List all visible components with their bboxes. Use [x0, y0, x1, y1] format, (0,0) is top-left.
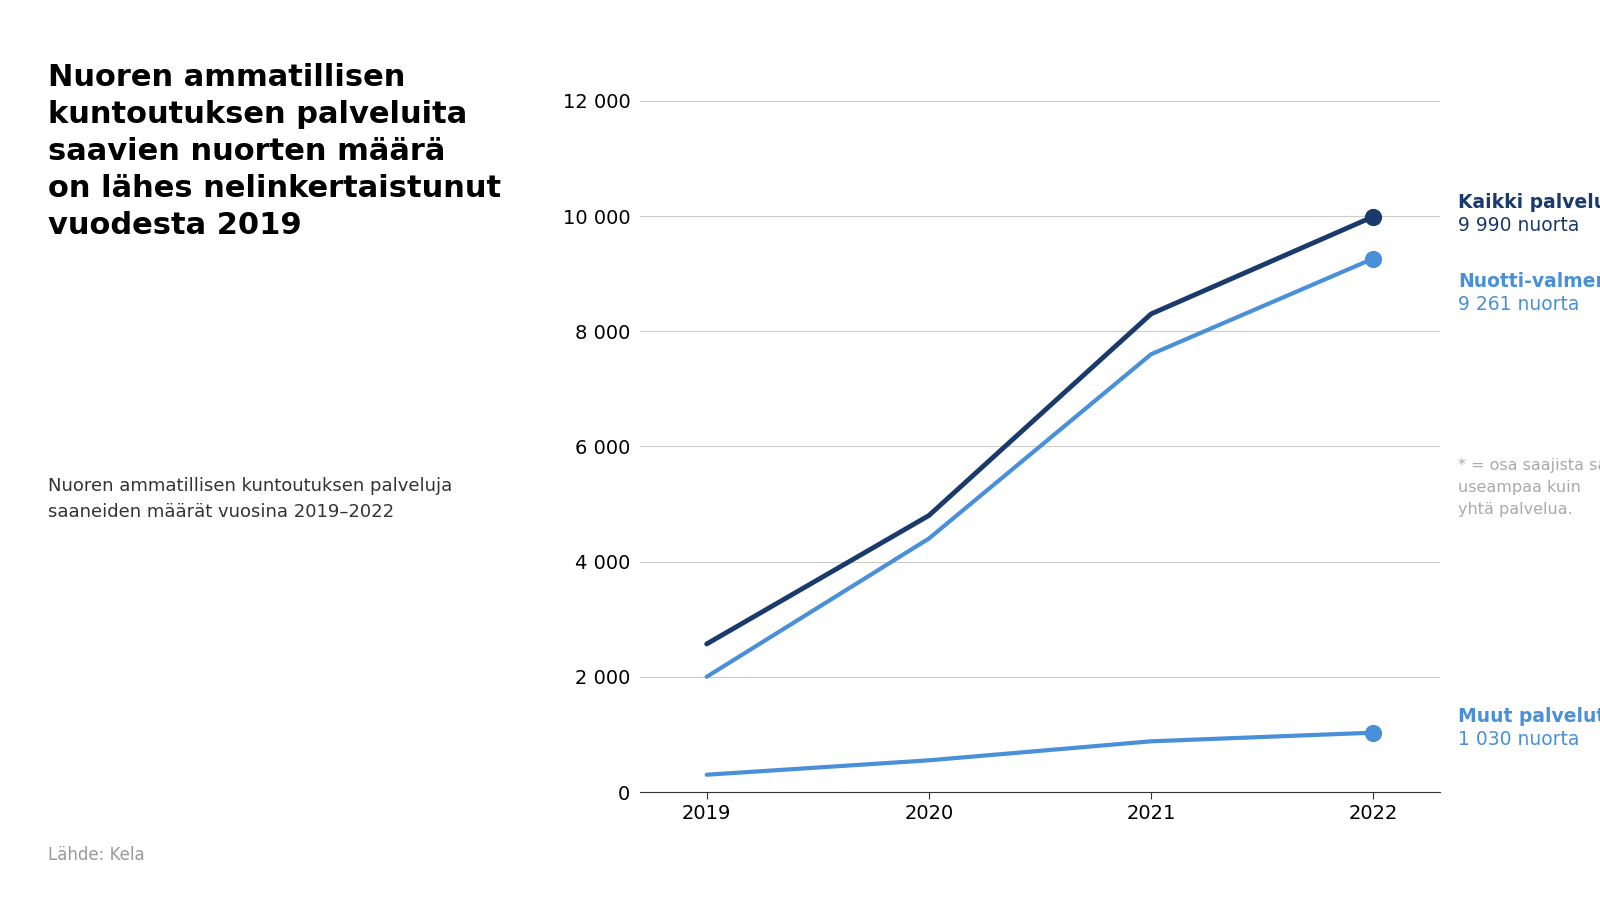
Text: Muut palvelut: Muut palvelut: [1458, 707, 1600, 726]
Text: Lähde: Kela: Lähde: Kela: [48, 846, 144, 864]
Text: Nuoren ammatillisen kuntoutuksen palveluja
saaneiden määrät vuosina 2019–2022: Nuoren ammatillisen kuntoutuksen palvelu…: [48, 477, 453, 521]
Text: Nuotti-valmennus: Nuotti-valmennus: [1458, 272, 1600, 291]
Text: Nuoren ammatillisen
kuntoutuksen palveluita
saavien nuorten määrä
on lähes nelin: Nuoren ammatillisen kuntoutuksen palvelu…: [48, 63, 501, 240]
Text: 1 030 nuorta: 1 030 nuorta: [1458, 730, 1579, 749]
Point: [1360, 725, 1386, 740]
Point: [1360, 251, 1386, 266]
Point: [1360, 210, 1386, 224]
Text: 9 261 nuorta: 9 261 nuorta: [1458, 295, 1579, 314]
Text: Kaikki palvelut*: Kaikki palvelut*: [1458, 193, 1600, 212]
Text: 9 990 nuorta: 9 990 nuorta: [1458, 216, 1579, 235]
Text: * = osa saajista sai
useampaa kuin
yhtä palvelua.: * = osa saajista sai useampaa kuin yhtä …: [1458, 458, 1600, 518]
